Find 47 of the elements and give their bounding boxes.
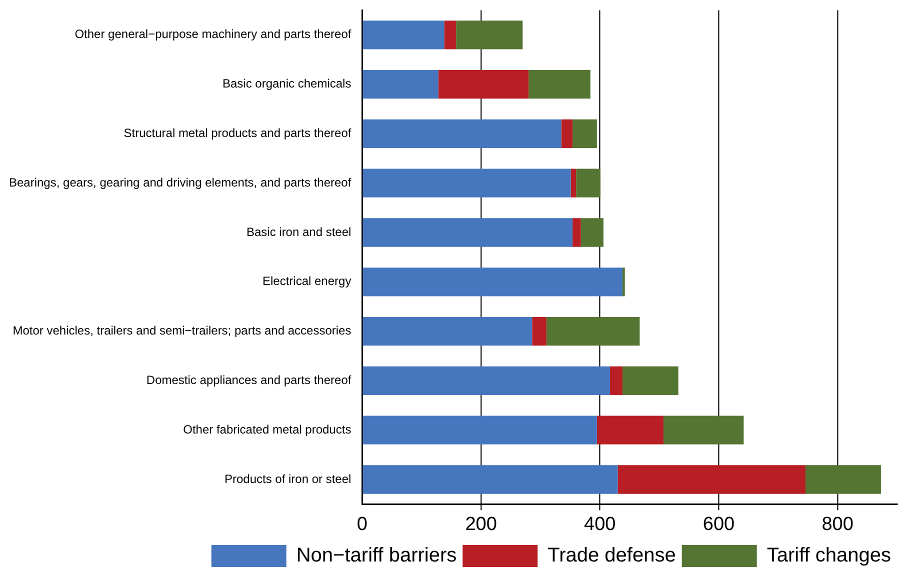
y-tick-label: Basic iron and steel — [246, 224, 352, 239]
bar — [362, 268, 622, 296]
legend-label: Tariff changes — [766, 544, 892, 567]
y-tick-label: Domestic appliances and parts thereof — [146, 373, 352, 388]
x-tick-label: 0 — [356, 514, 368, 535]
bar — [663, 416, 744, 444]
bar — [362, 168, 571, 198]
y-tick-label: Motor vehicles, trailers and semi−trailers; parts and accessories — [12, 324, 352, 338]
legend-label: Trade defense — [548, 544, 676, 567]
bar — [362, 119, 562, 148]
bar — [622, 268, 625, 296]
bar — [362, 218, 573, 247]
y-tick-label: Products of iron or steel — [224, 472, 352, 486]
bar — [618, 465, 806, 494]
x-tick-label: 200 — [465, 514, 497, 535]
bar — [561, 119, 573, 148]
bar — [362, 20, 444, 50]
y-tick-label: Structural metal products and parts thereof — [124, 126, 352, 140]
y-tick-label: Other general−purpose machinery and parts thereof — [74, 27, 352, 42]
bar — [362, 316, 532, 346]
bar — [444, 20, 456, 50]
y-tick-label: Basic organic chemicals — [222, 76, 352, 91]
bar — [438, 70, 529, 99]
y-tick-label: Bearings, gears, gearing and driving elements, and parts thereof — [8, 175, 352, 190]
bar — [532, 316, 546, 346]
bar — [546, 316, 640, 346]
y-tick-label: Electrical energy — [262, 274, 352, 288]
bar — [596, 416, 664, 444]
bar — [805, 465, 881, 494]
y-tick-label: Other fabricated metal products — [183, 422, 352, 436]
bar — [572, 218, 581, 247]
bar — [362, 366, 610, 396]
bar — [528, 70, 590, 99]
bar — [570, 168, 576, 198]
bar — [456, 20, 523, 50]
legend-label: Non−tariff barriers — [296, 544, 457, 567]
bar — [572, 119, 597, 148]
bar — [362, 70, 438, 99]
x-tick-label: 800 — [822, 514, 854, 535]
bar — [610, 366, 622, 396]
bar — [362, 416, 597, 444]
x-tick-label: 400 — [584, 514, 616, 535]
bar — [580, 218, 604, 247]
bar — [576, 168, 600, 198]
bar — [362, 465, 618, 494]
x-tick-label: 600 — [702, 514, 735, 535]
bar — [622, 366, 678, 396]
